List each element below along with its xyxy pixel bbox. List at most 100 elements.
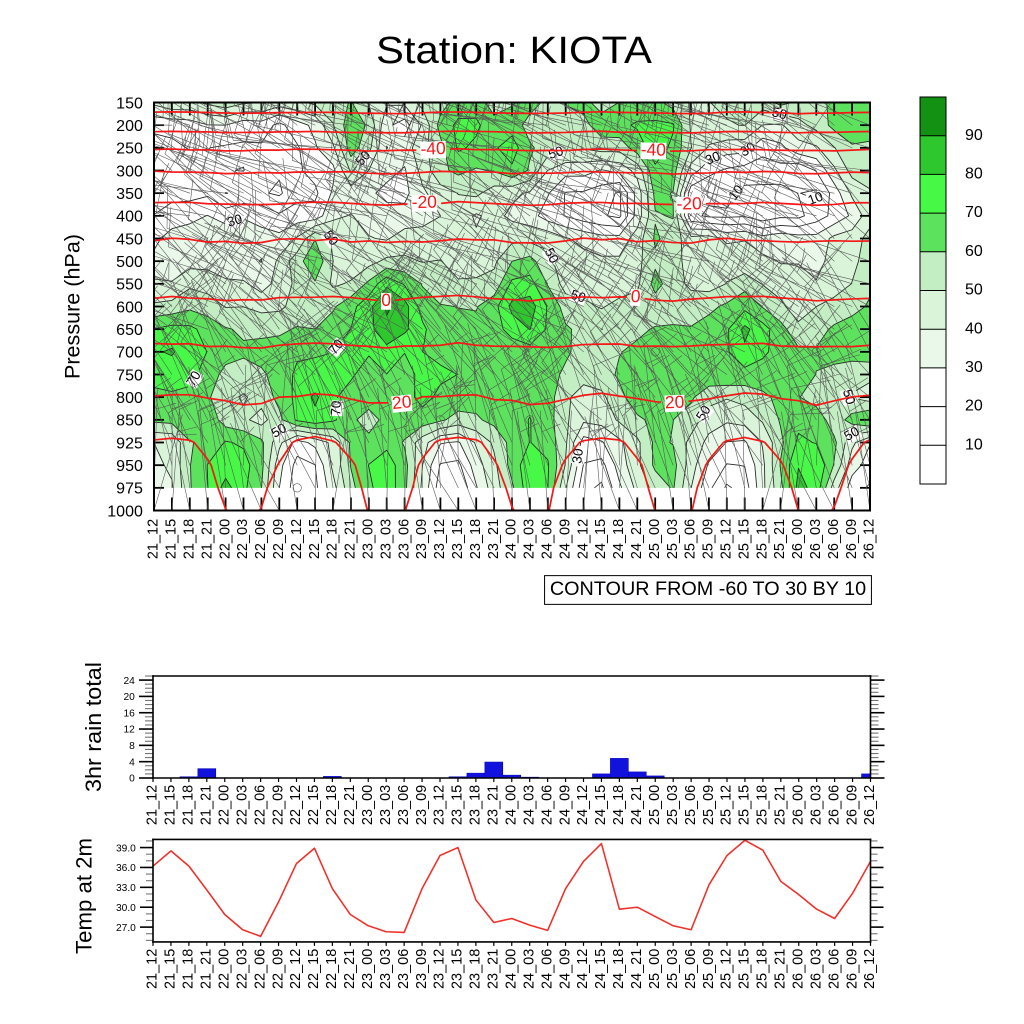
svg-text:22_12: 22_12	[288, 949, 304, 989]
svg-text:26_12: 26_12	[862, 519, 878, 559]
svg-text:24_12: 24_12	[575, 519, 591, 559]
svg-text:CONTOUR FROM -60 TO 30 BY 10: CONTOUR FROM -60 TO 30 BY 10	[550, 578, 866, 600]
svg-text:25_12: 25_12	[719, 785, 735, 825]
svg-text:700: 700	[116, 345, 143, 362]
svg-text:400: 400	[116, 209, 143, 226]
svg-text:21_15: 21_15	[164, 519, 180, 559]
svg-text:800: 800	[116, 390, 143, 407]
svg-text:23_21: 23_21	[486, 519, 502, 559]
svg-text:24_12: 24_12	[575, 949, 591, 989]
svg-text:23_03: 23_03	[378, 785, 394, 825]
svg-text:24_06: 24_06	[539, 785, 555, 825]
svg-text:350: 350	[116, 186, 143, 203]
svg-text:25_15: 25_15	[737, 949, 753, 989]
svg-text:21_15: 21_15	[163, 949, 179, 989]
svg-text:22_12: 22_12	[288, 785, 304, 825]
svg-text:21_15: 21_15	[163, 785, 179, 825]
svg-text:0: 0	[129, 774, 135, 785]
svg-text:24_03: 24_03	[521, 785, 537, 825]
svg-text:26_00: 26_00	[790, 949, 806, 989]
svg-text:24_06: 24_06	[540, 519, 556, 559]
svg-text:24_21: 24_21	[629, 519, 645, 559]
svg-text:21_18: 21_18	[182, 519, 198, 559]
svg-text:1000: 1000	[107, 503, 143, 520]
svg-text:24_18: 24_18	[611, 519, 627, 559]
svg-text:10: 10	[806, 189, 825, 208]
svg-text:25_00: 25_00	[647, 785, 663, 825]
svg-text:24_00: 24_00	[504, 519, 520, 559]
svg-text:23_06: 23_06	[396, 949, 412, 989]
svg-text:22_00: 22_00	[216, 949, 232, 989]
svg-text:23_12: 23_12	[432, 949, 448, 989]
svg-text:750: 750	[116, 367, 143, 384]
svg-text:Station: KIOTA: Station: KIOTA	[376, 30, 653, 72]
svg-text:21_21: 21_21	[199, 785, 215, 825]
svg-text:24_15: 24_15	[593, 949, 609, 989]
svg-text:23_18: 23_18	[468, 949, 484, 989]
svg-text:22_06: 22_06	[253, 519, 269, 559]
svg-text:26_12: 26_12	[862, 785, 878, 825]
svg-text:24_09: 24_09	[557, 785, 573, 825]
svg-text:150: 150	[116, 95, 143, 112]
svg-text:24_21: 24_21	[629, 949, 645, 989]
svg-text:22_15: 22_15	[306, 785, 322, 825]
svg-text:24_03: 24_03	[522, 519, 538, 559]
svg-text:22_03: 22_03	[234, 949, 250, 989]
svg-text:0: 0	[381, 290, 391, 310]
svg-text:Pressure (hPa): Pressure (hPa)	[61, 234, 84, 379]
svg-text:25_09: 25_09	[701, 949, 717, 989]
svg-text:3hr rain total: 3hr rain total	[81, 662, 106, 792]
svg-text:25_00: 25_00	[647, 519, 663, 559]
svg-text:21_12: 21_12	[145, 785, 161, 825]
svg-text:50: 50	[965, 282, 983, 299]
svg-text:50: 50	[569, 287, 588, 306]
svg-text:22_18: 22_18	[324, 949, 340, 989]
svg-text:23_12: 23_12	[432, 519, 448, 559]
svg-text:22_03: 22_03	[234, 785, 250, 825]
svg-text:23_21: 23_21	[486, 949, 502, 989]
svg-text:24_09: 24_09	[557, 949, 573, 989]
svg-text:25_09: 25_09	[701, 519, 717, 559]
svg-text:22_15: 22_15	[306, 949, 322, 989]
svg-text:26_03: 26_03	[808, 519, 824, 559]
svg-text:40: 40	[965, 320, 983, 337]
svg-text:20: 20	[665, 392, 686, 413]
svg-text:24_09: 24_09	[557, 519, 573, 559]
svg-text:30: 30	[965, 359, 983, 376]
svg-text:300: 300	[116, 163, 143, 180]
svg-text:25_03: 25_03	[665, 785, 681, 825]
svg-text:25_18: 25_18	[755, 949, 771, 989]
svg-text:26_06: 26_06	[826, 785, 842, 825]
svg-text:26_00: 26_00	[790, 519, 806, 559]
svg-text:26_03: 26_03	[808, 949, 824, 989]
svg-text:200: 200	[116, 118, 143, 135]
svg-text:20: 20	[391, 391, 413, 413]
svg-text:33.0: 33.0	[116, 883, 136, 894]
svg-text:21_18: 21_18	[181, 785, 197, 825]
svg-text:23_15: 23_15	[450, 519, 466, 559]
svg-text:25_21: 25_21	[772, 519, 788, 559]
svg-text:24_00: 24_00	[503, 949, 519, 989]
svg-text:22_09: 22_09	[270, 949, 286, 989]
svg-text:26_03: 26_03	[808, 785, 824, 825]
svg-text:22_06: 22_06	[252, 785, 268, 825]
svg-text:450: 450	[116, 231, 143, 248]
svg-text:24_18: 24_18	[611, 785, 627, 825]
svg-text:550: 550	[116, 277, 143, 294]
svg-text:80: 80	[965, 166, 983, 183]
svg-text:23_03: 23_03	[378, 519, 394, 559]
svg-text:50: 50	[546, 143, 565, 162]
svg-text:22_18: 22_18	[325, 519, 341, 559]
svg-text:22_15: 22_15	[307, 519, 323, 559]
svg-text:23_06: 23_06	[396, 519, 412, 559]
svg-text:26_06: 26_06	[826, 949, 842, 989]
svg-text:975: 975	[116, 481, 143, 498]
svg-text:39.0: 39.0	[116, 843, 136, 854]
svg-text:26_09: 26_09	[844, 949, 860, 989]
svg-text:12: 12	[123, 725, 135, 736]
svg-text:22_21: 22_21	[343, 519, 359, 559]
svg-text:50: 50	[269, 420, 290, 441]
svg-text:23_18: 23_18	[468, 785, 484, 825]
svg-text:250: 250	[116, 141, 143, 158]
svg-text:22_18: 22_18	[324, 785, 340, 825]
